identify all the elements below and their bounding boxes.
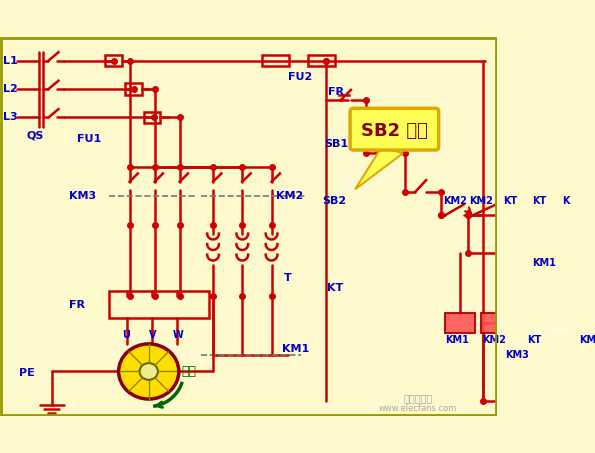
Bar: [481, 313, 511, 333]
Text: KM1: KM1: [445, 335, 469, 345]
Text: L2: L2: [2, 84, 17, 94]
Bar: [308, 55, 335, 67]
Text: www.elecfans.com: www.elecfans.com: [378, 404, 457, 413]
Text: KM3: KM3: [70, 191, 96, 201]
Text: PE: PE: [20, 368, 35, 378]
Text: FR: FR: [328, 87, 345, 96]
FancyBboxPatch shape: [350, 108, 439, 150]
Text: KM1: KM1: [533, 258, 556, 268]
Text: KM2: KM2: [482, 335, 506, 345]
Text: FU1: FU1: [77, 134, 101, 144]
Text: KM1: KM1: [283, 344, 309, 354]
Text: V: V: [149, 330, 156, 340]
Text: FR: FR: [70, 299, 85, 309]
Text: ☞: ☞: [334, 172, 359, 200]
Text: 电子发烧友: 电子发烧友: [403, 393, 433, 403]
Bar: [144, 111, 161, 123]
Text: L3: L3: [2, 112, 17, 122]
Text: L1: L1: [2, 56, 17, 66]
Text: KT: KT: [503, 196, 517, 206]
Bar: [527, 292, 578, 338]
Text: ANLY  TIMER: ANLY TIMER: [531, 329, 569, 334]
Text: U: U: [122, 330, 130, 340]
Text: KT: KT: [327, 283, 343, 293]
Text: ☞: ☞: [334, 172, 359, 200]
Text: SB2 闭合: SB2 闭合: [361, 122, 428, 140]
Text: FU2: FU2: [288, 72, 312, 82]
Text: K: K: [562, 196, 570, 206]
Text: KT: KT: [527, 335, 541, 345]
Text: KM3: KM3: [506, 350, 530, 360]
Bar: [444, 313, 475, 333]
Polygon shape: [355, 147, 403, 189]
Text: KM2: KM2: [275, 191, 303, 201]
Ellipse shape: [535, 297, 570, 329]
Text: KM3: KM3: [579, 335, 595, 345]
Text: T: T: [284, 273, 292, 283]
Text: QS: QS: [27, 131, 44, 141]
Bar: [105, 55, 122, 67]
Text: SB2: SB2: [322, 196, 347, 206]
Text: W: W: [173, 330, 184, 340]
Text: KM2: KM2: [469, 196, 493, 206]
Text: KM2: KM2: [443, 196, 466, 206]
Text: KT: KT: [533, 196, 546, 206]
Bar: [109, 291, 209, 318]
Bar: [262, 55, 289, 67]
Text: 正转: 正转: [181, 365, 196, 378]
Ellipse shape: [118, 344, 179, 399]
Bar: [126, 83, 142, 95]
Text: SB1: SB1: [324, 139, 348, 149]
Ellipse shape: [140, 363, 158, 380]
Bar: [578, 313, 595, 333]
